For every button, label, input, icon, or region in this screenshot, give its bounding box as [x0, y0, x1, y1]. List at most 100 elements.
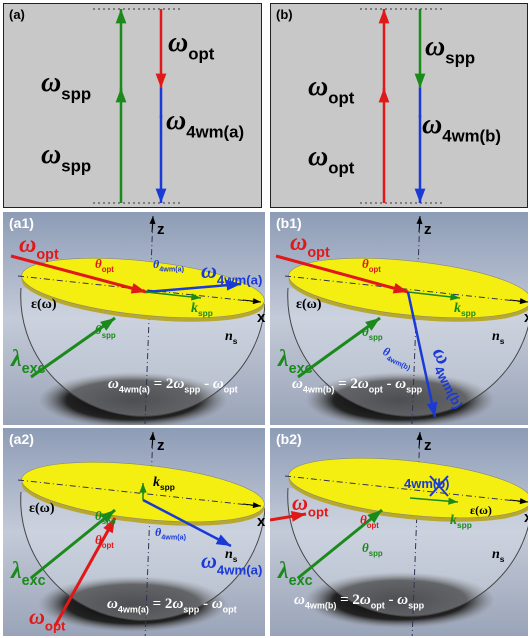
- subscript: opt: [223, 605, 237, 615]
- text: (b): [276, 7, 293, 22]
- subscript: 4wm(a): [217, 273, 262, 288]
- symbol: ω: [308, 141, 328, 172]
- symbol: ω: [41, 67, 61, 98]
- label: (b2): [276, 431, 302, 447]
- subscript: spp: [457, 520, 472, 530]
- symbol: ω: [292, 376, 303, 392]
- symbol: ω: [108, 376, 119, 392]
- text: ε(ω): [31, 297, 57, 312]
- text: x: [257, 309, 266, 326]
- panel: (b)ωoptωoptωsppω4wm(b): [270, 3, 528, 208]
- symbol: ω: [290, 230, 307, 256]
- symbol: ω: [292, 490, 308, 515]
- label: x: [257, 309, 266, 326]
- subscript: opt: [367, 521, 380, 530]
- subscript: spp: [461, 308, 476, 318]
- subscript: spp: [102, 331, 116, 340]
- subscript: 4wm(a): [217, 563, 262, 578]
- text: ε(ω): [470, 503, 492, 517]
- symbol: λ: [277, 346, 289, 372]
- text: ε(ω): [296, 297, 322, 312]
- subscript: exc: [289, 573, 313, 589]
- symbol: ω: [358, 376, 369, 392]
- label: ε(ω): [31, 297, 57, 312]
- subscript: opt: [188, 44, 215, 63]
- symbol: ω: [294, 592, 305, 608]
- text: (a): [9, 7, 25, 22]
- subscript: s: [500, 336, 505, 346]
- subscript: 4wm(a): [118, 605, 149, 615]
- symbol: ω: [29, 604, 45, 629]
- panel-background: [270, 3, 528, 208]
- panel: (b1)zxωoptθoptε(ω)ksppθsppθ4wm(b)ω4wm(b)…: [270, 212, 530, 428]
- symbol: ω: [212, 596, 223, 612]
- subscript: spp: [160, 482, 175, 492]
- label: (a2): [9, 431, 34, 447]
- symbol: ω: [213, 376, 224, 392]
- panel: (a2)zxε(ω)ksppθsppθ4wm(a)nsω4wm(a)λexcθo…: [3, 428, 267, 638]
- panel: (a1)zxωoptθoptθ4wm(a)ω4wm(a)ε(ω)ksppθspp…: [3, 212, 267, 428]
- symbol: ω: [173, 376, 184, 392]
- page: (a)ωsppωsppωoptω4wm(a)(b)ωoptωoptωsppω4w…: [0, 0, 530, 638]
- text: z: [157, 437, 165, 454]
- label: x: [524, 309, 530, 326]
- subscript: 4wm(a): [161, 533, 186, 542]
- symbol: k: [454, 301, 461, 316]
- subscript: opt: [45, 619, 66, 634]
- text: -: [383, 376, 396, 392]
- subscript: spp: [406, 385, 423, 395]
- subscript: exc: [22, 573, 46, 589]
- subscript: opt: [102, 541, 115, 550]
- label: (a): [9, 7, 25, 22]
- text: x: [524, 509, 530, 526]
- label: x: [524, 509, 530, 526]
- subscript: spp: [369, 333, 383, 342]
- text: z: [424, 221, 432, 238]
- symbol: ω: [397, 592, 408, 608]
- text: = 2: [149, 596, 173, 612]
- label: ε(ω): [296, 297, 322, 312]
- figure: (a)ωsppωsppωoptω4wm(a)(b)ωoptωoptωsppω4w…: [0, 0, 530, 638]
- label: z: [424, 221, 432, 238]
- text: (a2): [9, 431, 34, 447]
- symbol: ω: [360, 592, 371, 608]
- text: z: [157, 221, 165, 238]
- text: (b2): [276, 431, 302, 447]
- symbol: n: [225, 329, 233, 344]
- label: ε(ω): [29, 501, 55, 516]
- subscript: s: [233, 336, 238, 346]
- subscript: opt: [369, 385, 383, 395]
- label: z: [424, 437, 432, 454]
- subscript: opt: [369, 265, 382, 274]
- symbol: k: [153, 475, 160, 490]
- subscript: exc: [22, 361, 46, 377]
- subscript: 4wm(a): [119, 385, 150, 395]
- subscript: 4wm(a): [186, 122, 244, 141]
- subscript: opt: [224, 385, 238, 395]
- label: (b1): [276, 215, 302, 231]
- text: -: [199, 596, 212, 612]
- symbol: λ: [10, 558, 22, 584]
- label: z: [157, 221, 165, 238]
- subscript: 4wm(b): [305, 601, 337, 611]
- subscript: spp: [408, 601, 425, 611]
- symbol: ω: [201, 548, 217, 573]
- symbol: ω: [107, 596, 118, 612]
- subscript: opt: [102, 265, 115, 274]
- subscript: spp: [183, 605, 200, 615]
- symbol: n: [225, 547, 233, 562]
- label: 4wm(b): [404, 476, 450, 491]
- symbol: ω: [425, 31, 445, 62]
- label: (a1): [9, 215, 34, 231]
- subscript: spp: [61, 156, 91, 175]
- symbol: ω: [172, 596, 183, 612]
- symbol: n: [492, 329, 500, 344]
- subscript: 4wm(a): [159, 265, 184, 274]
- subscript: opt: [328, 88, 355, 107]
- symbol: n: [492, 547, 500, 562]
- text: x: [257, 513, 266, 530]
- symbol: ω: [395, 376, 406, 392]
- text: = 2: [334, 376, 358, 392]
- text: -: [200, 376, 213, 392]
